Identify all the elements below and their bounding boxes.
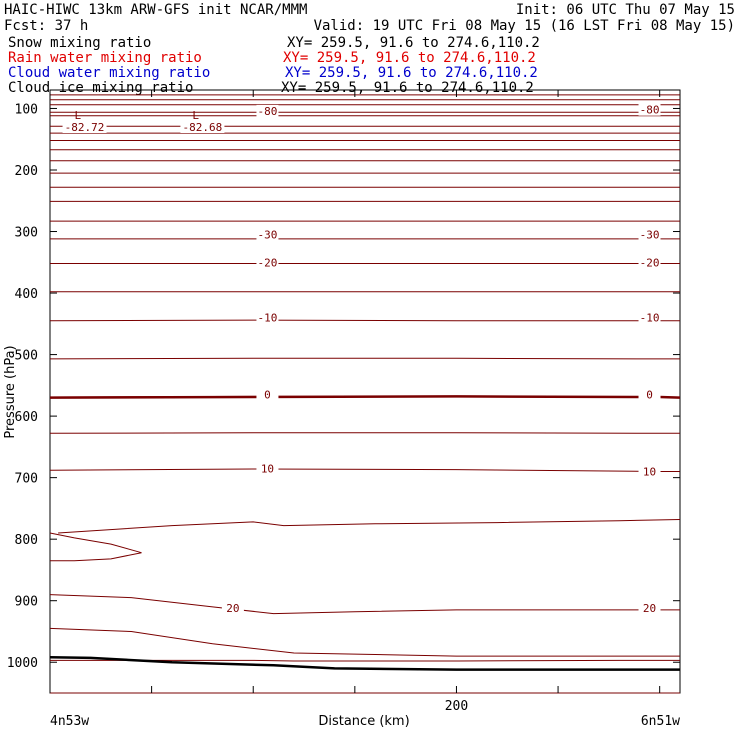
field-xy-snow: XY= 259.5, 91.6 to 274.6,110.2 — [287, 35, 540, 51]
y-tick-label: 300 — [15, 226, 38, 241]
header-valid: Valid: 19 UTC Fri 08 May 15 (16 LST Fri … — [314, 18, 735, 34]
contour-label-bg — [256, 256, 279, 269]
contour-label: 0 — [646, 389, 653, 402]
contour-label: -80 — [258, 105, 278, 118]
isotherm-line — [50, 659, 680, 662]
field-xy-rain: XY= 259.5, 91.6 to 274.6,110.2 — [283, 50, 536, 66]
contour-label: 0 — [264, 389, 271, 402]
x-endpoint-left-label: 4n53w — [50, 714, 89, 729]
x-tick-label: 200 — [445, 699, 468, 714]
isotherm-line — [49, 468, 680, 472]
header-fcst: Fcst: 37 h — [4, 18, 88, 34]
terrain-line — [49, 656, 680, 671]
plot-frame — [49, 89, 681, 694]
y-tick-label: 700 — [15, 472, 38, 487]
low-marker-value: -82.72 — [65, 121, 105, 134]
contour-label: -80 — [640, 104, 660, 117]
contour-label-bg — [638, 311, 661, 324]
contour-label: -10 — [258, 312, 278, 325]
field-name-rain: Rain water mixing ratio — [8, 50, 202, 66]
y-tick-label: 200 — [15, 164, 38, 179]
field-xy-cloud-ice: XY= 259.5, 91.6 to 274.6,110.2 — [281, 80, 534, 96]
y-axis-title: Pressure (hPa) — [3, 345, 18, 438]
field-name-snow: Snow mixing ratio — [8, 35, 151, 51]
x-axis-title: Distance (km) — [318, 714, 409, 729]
contour-label: -10 — [640, 312, 660, 325]
isotherm-line — [49, 532, 142, 562]
contour-label: -30 — [258, 229, 278, 242]
isotherm-lines — [49, 94, 681, 694]
contour-label-bg — [221, 602, 244, 615]
contour-label-bg — [256, 104, 279, 117]
contour-label-bg — [638, 465, 661, 478]
isotherm-line — [49, 357, 680, 360]
low-marker-letter: L — [75, 109, 82, 122]
contour-label-bg — [638, 388, 661, 401]
isotherm-line — [49, 627, 680, 657]
contour-label: 20 — [643, 602, 656, 615]
low-marker-value: -82.68 — [183, 121, 223, 134]
zero-isotherm-line — [49, 395, 681, 399]
contour-label: -20 — [258, 256, 278, 269]
field-name-cloud-ice: Cloud ice mixing ratio — [8, 80, 193, 96]
contour-label-bg — [638, 256, 661, 269]
contour-label: -20 — [640, 256, 660, 269]
y-tick-label: 1000 — [7, 656, 38, 671]
contour-label-bg — [256, 228, 279, 241]
low-marker-letter: L — [192, 109, 199, 122]
contour-label-bg — [638, 602, 661, 615]
header-title: HAIC-HIWC 13km ARW-GFS init NCAR/MMM — [4, 2, 307, 18]
contour-label: -30 — [640, 229, 660, 242]
contour-label: 20 — [226, 602, 239, 615]
y-tick-label: 100 — [15, 102, 38, 117]
isotherm-line — [49, 432, 680, 434]
y-tick-label: 500 — [15, 349, 38, 364]
header-init: Init: 06 UTC Thu 07 May 15 — [516, 2, 735, 18]
contour-label-bg — [638, 228, 661, 241]
contour-label: 10 — [261, 462, 274, 475]
y-tick-label: 600 — [15, 410, 38, 425]
contour-label: 10 — [643, 465, 656, 478]
field-xy-cloud-water: XY= 259.5, 91.6 to 274.6,110.2 — [285, 65, 538, 81]
y-tick-label: 400 — [15, 287, 38, 302]
contour-label-bg — [256, 462, 279, 475]
terrain-outline — [49, 656, 680, 671]
y-tick-label: 900 — [15, 595, 38, 610]
contour-label-bg — [638, 103, 661, 116]
isotherm-line — [49, 319, 680, 322]
contour-label-bg — [256, 311, 279, 324]
y-tick-label: 800 — [15, 533, 38, 548]
x-endpoint-right-label: 6n51w — [641, 714, 680, 729]
low-marker-bg — [180, 120, 225, 133]
contour-label-bg — [256, 388, 279, 401]
isotherm-line — [49, 594, 680, 615]
isotherm-line — [58, 519, 681, 534]
field-name-cloud-water: Cloud water mixing ratio — [8, 65, 210, 81]
low-marker-bg — [62, 120, 107, 133]
